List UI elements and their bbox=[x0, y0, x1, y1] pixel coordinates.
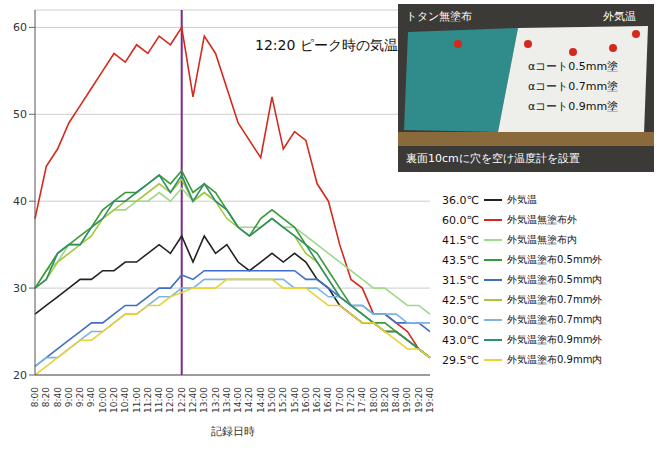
svg-text:13:20: 13:20 bbox=[211, 387, 221, 413]
html-text:12:20 ピーク時の気温: 12:20 ピーク時の気温 bbox=[255, 37, 398, 53]
html-text:30.0℃: 30.0℃ bbox=[442, 313, 479, 327]
html-text:外気温塗布0.7mm外: 外気温塗布0.7mm外 bbox=[507, 294, 603, 305]
svg-text:18:40: 18:40 bbox=[391, 387, 401, 413]
svg-text:16:00: 16:00 bbox=[301, 387, 311, 413]
svg-text:10:40: 10:40 bbox=[120, 387, 130, 413]
svg-text:8:40: 8:40 bbox=[53, 387, 63, 407]
html-text:31.5℃: 31.5℃ bbox=[442, 273, 479, 287]
svg-text:15:40: 15:40 bbox=[290, 387, 300, 413]
html-text:αコート0.7mm塗: αコート0.7mm塗 bbox=[528, 80, 619, 93]
svg-text:記録日時: 記録日時 bbox=[211, 425, 255, 438]
svg-text:17:20: 17:20 bbox=[346, 387, 356, 413]
svg-text:8:20: 8:20 bbox=[41, 387, 51, 407]
html-text:裏面10cmに穴を空け温度計を設置: 裏面10cmに穴を空け温度計を設置 bbox=[406, 152, 580, 165]
html-text:外気温塗布0.9mm内: 外気温塗布0.9mm内 bbox=[507, 354, 603, 365]
svg-text:15:20: 15:20 bbox=[278, 387, 288, 413]
svg-text:10:20: 10:20 bbox=[109, 387, 119, 413]
html-text:29.5℃: 29.5℃ bbox=[442, 353, 479, 367]
html-text:外気温: 外気温 bbox=[603, 10, 636, 23]
html-text:60.0℃: 60.0℃ bbox=[442, 213, 479, 227]
html-text:外気温塗布0.5mm外: 外気温塗布0.5mm外 bbox=[507, 254, 603, 265]
svg-text:14:20: 14:20 bbox=[244, 387, 254, 413]
svg-text:12:20: 12:20 bbox=[177, 387, 187, 413]
svg-text:12:40: 12:40 bbox=[188, 387, 198, 413]
svg-text:9:00: 9:00 bbox=[64, 387, 74, 407]
svg-text:17:40: 17:40 bbox=[357, 387, 367, 413]
svg-text:14:00: 14:00 bbox=[233, 387, 243, 413]
html-text:αコート0.9mm塗: αコート0.9mm塗 bbox=[528, 100, 619, 113]
html-text:αコート0.5mm塗: αコート0.5mm塗 bbox=[528, 60, 619, 73]
html-text:外気温塗布0.9mm外: 外気温塗布0.9mm外 bbox=[507, 334, 603, 345]
svg-text:15:00: 15:00 bbox=[267, 387, 277, 413]
svg-text:12:00: 12:00 bbox=[165, 387, 175, 413]
svg-text:8:00: 8:00 bbox=[30, 387, 40, 407]
svg-text:60: 60 bbox=[13, 21, 27, 34]
html-text:41.5℃: 41.5℃ bbox=[442, 233, 479, 247]
html-text:36.0℃: 36.0℃ bbox=[442, 193, 479, 207]
svg-text:14:40: 14:40 bbox=[256, 387, 266, 413]
html-text:外気温無塗布内: 外気温無塗布内 bbox=[507, 234, 577, 245]
svg-text:18:20: 18:20 bbox=[380, 387, 390, 413]
svg-text:13:00: 13:00 bbox=[199, 387, 209, 413]
svg-text:19:20: 19:20 bbox=[414, 387, 424, 413]
svg-text:10:00: 10:00 bbox=[98, 387, 108, 413]
html-text:トタン無塗布: トタン無塗布 bbox=[406, 10, 472, 23]
svg-text:19:00: 19:00 bbox=[402, 387, 412, 413]
svg-text:16:40: 16:40 bbox=[323, 387, 333, 413]
svg-text:11:40: 11:40 bbox=[154, 387, 164, 413]
svg-text:9:40: 9:40 bbox=[86, 387, 96, 407]
svg-text:19:40: 19:40 bbox=[425, 387, 435, 413]
html-text:外気温塗布0.7mm内: 外気温塗布0.7mm内 bbox=[507, 314, 603, 325]
html-text:43.0℃: 43.0℃ bbox=[442, 333, 479, 347]
svg-text:30: 30 bbox=[13, 282, 27, 295]
svg-text:40: 40 bbox=[13, 195, 27, 208]
html-text:外気温塗布0.5mm内: 外気温塗布0.5mm内 bbox=[507, 274, 603, 285]
svg-text:11:00: 11:00 bbox=[132, 387, 142, 413]
svg-text:18:00: 18:00 bbox=[369, 387, 379, 413]
svg-text:16:20: 16:20 bbox=[312, 387, 322, 413]
html-text:外気温無塗布外: 外気温無塗布外 bbox=[507, 214, 577, 225]
html-text:外気温: 外気温 bbox=[507, 194, 537, 205]
svg-text:9:20: 9:20 bbox=[75, 387, 85, 407]
svg-text:17:00: 17:00 bbox=[335, 387, 345, 413]
html-text:43.5℃: 43.5℃ bbox=[442, 253, 479, 267]
svg-text:11:20: 11:20 bbox=[143, 387, 153, 413]
svg-text:20: 20 bbox=[13, 369, 27, 382]
svg-text:50: 50 bbox=[13, 108, 27, 121]
svg-text:13:40: 13:40 bbox=[222, 387, 232, 413]
html-text:42.5℃: 42.5℃ bbox=[442, 293, 479, 307]
